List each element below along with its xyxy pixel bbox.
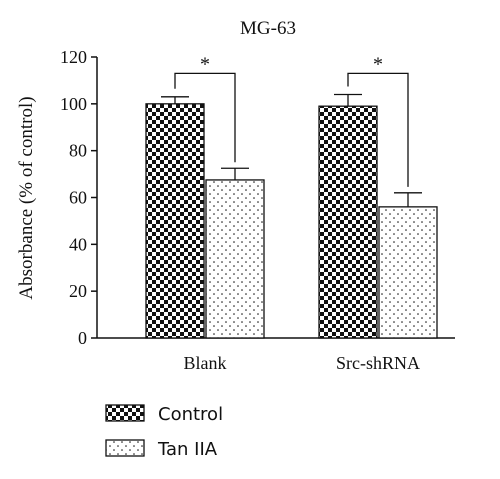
bar-control [318,105,378,339]
bar-control [145,103,205,339]
legend-label: Tan IIA [157,439,218,460]
y-tick-label: 60 [69,188,87,208]
legend-label: Control [158,404,223,425]
bar-tan-iia [205,179,265,339]
y-tick-label: 20 [69,281,87,301]
y-tick-label: 80 [69,141,87,161]
chart-title: MG-63 [240,18,296,39]
x-tick-label: Blank [184,353,227,373]
significance-bracket [347,72,409,187]
x-tick-label: Src-shRNA [336,353,420,373]
bar-tan-iia [378,206,438,339]
significance-marker: * [200,53,210,75]
y-tick-label: 120 [60,47,87,67]
y-tick-label: 100 [60,94,87,114]
legend-swatch [105,439,145,457]
y-axis-label: Absorbance (% of control) [16,96,37,299]
legend: Control Tan IIA [105,404,223,460]
y-tick-label: 0 [78,328,87,348]
y-tick-label: 40 [69,234,87,254]
significance-bracket [174,72,236,163]
plot-area: 0 20 40 60 80 100 120 Blank Src-shRNA * * [60,47,455,373]
legend-swatch [105,404,145,422]
significance-marker: * [373,53,383,75]
